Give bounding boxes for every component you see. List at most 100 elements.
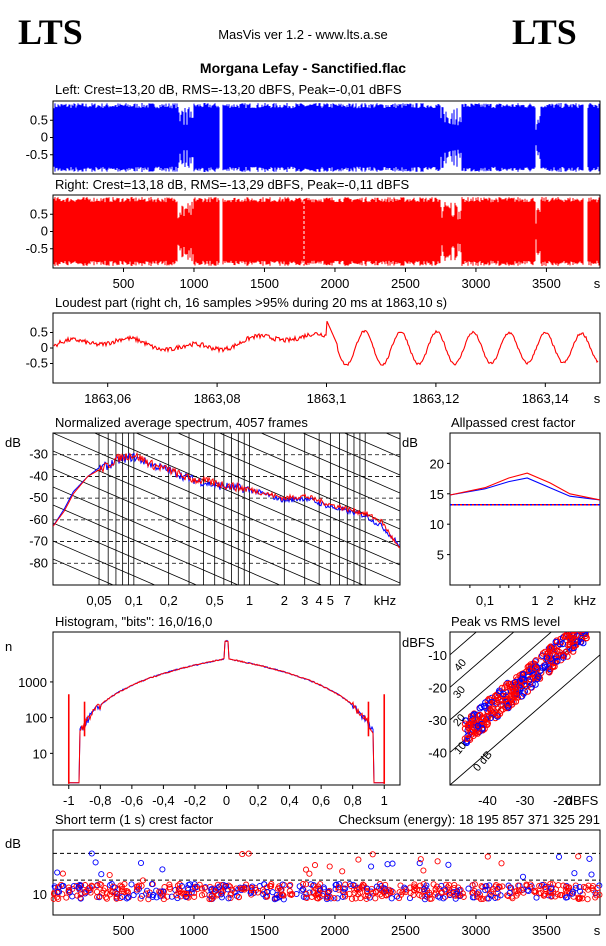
short-term-point [59, 882, 66, 890]
right-waveform-xtick-label: 3000 [461, 276, 490, 291]
peak-rms-point [571, 632, 578, 634]
short-term-point [302, 866, 310, 873]
short-term-point [85, 885, 92, 892]
spectrum-ytick-label: -60 [29, 512, 48, 527]
spectrum-diag [53, 486, 281, 585]
short-term-point [59, 870, 66, 877]
short-term-point [459, 890, 466, 897]
peak-rms-point [582, 632, 586, 633]
peak-rms-point [571, 642, 579, 649]
short-term-point [124, 894, 132, 901]
peak-rms-point [491, 692, 499, 700]
crest-xtick-label: 2 [546, 593, 553, 608]
short-term-point [416, 886, 423, 894]
short-term-point [254, 889, 261, 896]
short-term-point [495, 883, 503, 890]
short-term-point [302, 881, 310, 888]
short-term-point [532, 889, 539, 896]
short-term-point [438, 882, 445, 889]
short-term-point [539, 881, 546, 889]
short-term-point [356, 886, 363, 893]
peak-rms-point [484, 715, 491, 723]
peak-rms-point [582, 634, 590, 642]
short-term-point [428, 895, 435, 902]
short-term-point [241, 886, 248, 893]
short-term-point [239, 851, 246, 858]
peak-rms-point [471, 716, 478, 724]
short-term-point [106, 871, 113, 879]
crest-ylabel: dB [402, 435, 418, 450]
short-term-point [497, 892, 504, 899]
short-term-point [564, 894, 571, 901]
short-term-point [471, 887, 478, 895]
short-term-point [499, 883, 506, 890]
short-term-point [317, 881, 324, 888]
peak-rms-ytick-label: -40 [428, 745, 447, 760]
short-term-point [175, 885, 182, 892]
short-term-point [440, 895, 447, 902]
short-term-xtick-label: 2500 [391, 923, 420, 938]
peak-rms-point [582, 617, 588, 623]
peak-rms-point [577, 638, 585, 646]
short-term-point [107, 888, 114, 895]
peak-rms-point [586, 622, 592, 628]
short-term-point [138, 892, 145, 900]
short-term-point [564, 885, 571, 892]
logo-right: LTS [512, 12, 577, 52]
short-term-point [66, 889, 73, 896]
peak-rms-point [566, 634, 574, 642]
short-term-point [269, 889, 276, 896]
peak-rms-point [525, 677, 533, 685]
peak-rms-point [492, 701, 499, 708]
short-term-point [320, 884, 327, 891]
peak-rms-point [535, 673, 542, 680]
short-term-point [201, 891, 208, 898]
peak-rms-point [482, 699, 489, 706]
short-term-point [580, 883, 587, 890]
short-term-point [298, 887, 305, 894]
short-term-point [451, 884, 458, 892]
short-term-point [139, 877, 147, 884]
histogram-xtick-label: -0,6 [121, 793, 143, 808]
short-term-point [366, 894, 373, 901]
short-term-xunit: s [594, 923, 601, 938]
short-term-point [54, 888, 61, 895]
peak-rms-xtick-label: -40 [478, 793, 497, 808]
short-term-point [493, 881, 500, 889]
short-term-point [469, 882, 476, 889]
short-term-point [326, 863, 333, 870]
spectrum-xtick-label: 2 [281, 593, 288, 608]
peak-rms-ytick-label: -20 [428, 680, 447, 695]
short-term-point [542, 885, 549, 892]
short-term-point [588, 871, 595, 878]
peak-rms-diag [450, 632, 477, 656]
short-term-point [218, 891, 225, 898]
short-term-point [183, 890, 190, 898]
spectrum-diag [53, 558, 115, 585]
short-term-point [519, 873, 527, 880]
short-term-point [445, 861, 452, 868]
loudest-trace [53, 320, 599, 367]
short-term-point [224, 886, 231, 893]
short-term-point [469, 894, 476, 901]
short-term-point [101, 885, 109, 892]
short-term-point [575, 853, 582, 860]
peak-rms-diag-label: 10 [452, 740, 469, 757]
short-term-point [149, 893, 156, 900]
short-term-point [123, 895, 130, 902]
histogram-frame [52, 631, 401, 786]
short-term-point [212, 886, 219, 893]
short-term-point [572, 882, 579, 889]
short-term-point [475, 889, 482, 896]
spectrum-diag [93, 433, 400, 566]
peak-rms-point [469, 711, 477, 719]
short-term-point [351, 889, 358, 896]
short-term-point [416, 860, 423, 867]
spectrum-ytick-label: -70 [29, 534, 48, 549]
short-term-point [299, 886, 306, 893]
peak-rms-point [549, 663, 557, 671]
left-waveform-ytick-label: -0.5 [26, 147, 48, 162]
short-term-point [223, 882, 230, 889]
spectrum-xtick-label: 3 [301, 593, 308, 608]
short-term-point [339, 893, 346, 900]
